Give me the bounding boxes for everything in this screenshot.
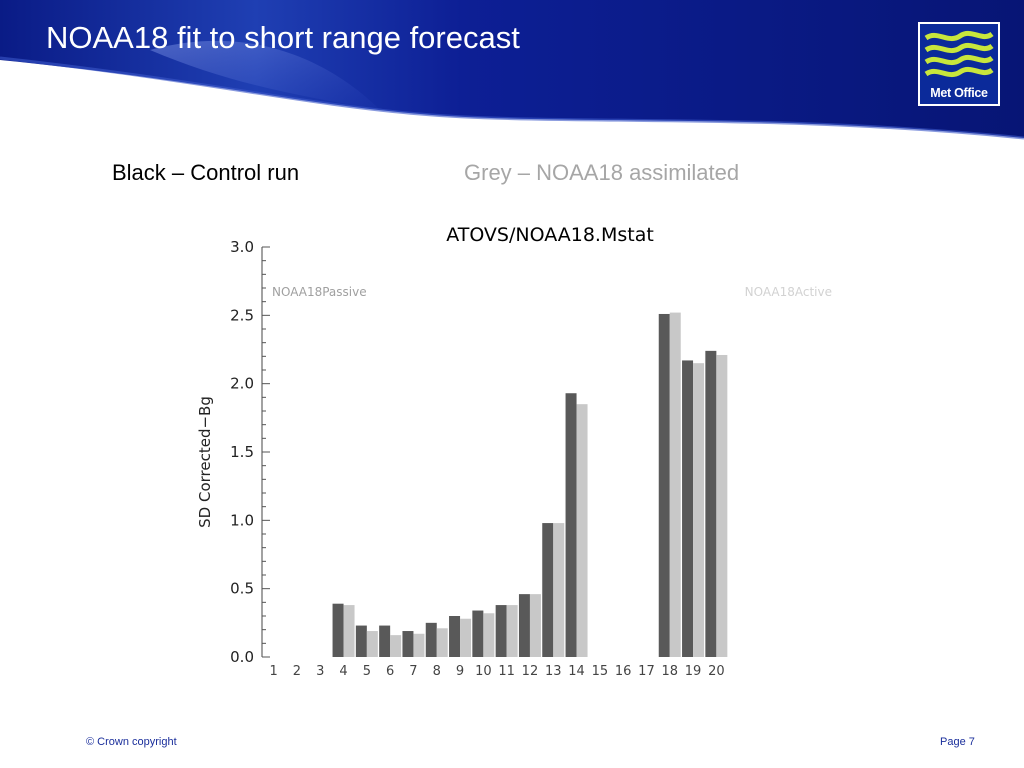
x-tick-label: 10 — [475, 664, 492, 679]
wave-logo-icon — [924, 30, 994, 78]
x-tick-label: 1 — [270, 664, 278, 679]
bar-series2-channel-10 — [483, 613, 495, 657]
x-tick-label: 18 — [661, 664, 678, 679]
chart-title: ATOVS/NOAA18.Mstat — [446, 224, 654, 246]
x-tick-label: 12 — [522, 664, 539, 679]
y-tick-label: 1.5 — [230, 443, 254, 461]
header-wave-background — [0, 0, 1024, 140]
bar-series1-channel-10 — [472, 610, 484, 657]
bar-series2-channel-19 — [693, 363, 705, 657]
bar-series2-channel-13 — [553, 523, 565, 657]
y-tick-label: 2.0 — [230, 375, 254, 393]
bar-series1-channel-9 — [449, 616, 461, 657]
bar-chart: ATOVS/NOAA18.Mstat 0.0 0.5 1.0 1.5 2.0 2.5 3.0 S… — [196, 224, 832, 679]
met-office-logo: Met Office — [918, 22, 1000, 106]
y-axis-label: SD Corrected−Bg — [196, 396, 214, 528]
y-tick-label: 2.5 — [230, 306, 254, 324]
bar-series1-channel-18 — [658, 313, 670, 657]
bar-series1-channel-6 — [379, 625, 391, 657]
x-tick-label: 2 — [293, 664, 301, 679]
bar-series1-channel-20 — [705, 350, 717, 657]
x-tick-label: 19 — [685, 664, 702, 679]
bar-series2-channel-5 — [366, 631, 378, 657]
x-tick-label: 6 — [386, 664, 394, 679]
x-tick-label: 20 — [708, 664, 725, 679]
x-tick-label: 7 — [409, 664, 417, 679]
x-tick-label: 14 — [568, 664, 585, 679]
bar-series2-channel-12 — [529, 594, 541, 657]
bar-series1-channel-4 — [332, 603, 344, 657]
bar-series1-channel-5 — [355, 625, 367, 657]
bar-series1-channel-11 — [495, 605, 507, 657]
footer-page-number: Page 7 — [940, 736, 975, 748]
bar-series1-channel-8 — [425, 622, 437, 657]
x-tick-label: 4 — [339, 664, 347, 679]
x-tick-label: 8 — [433, 664, 441, 679]
logo-text: Met Office — [930, 86, 988, 100]
bar-series1-channel-12 — [518, 594, 530, 657]
x-tick-label: 15 — [592, 664, 609, 679]
x-tick-label: 3 — [316, 664, 324, 679]
annotation-noaa18passive: NOAA18Passive — [272, 285, 367, 299]
bar-series1-channel-7 — [402, 631, 414, 657]
bar-series1-channel-19 — [682, 360, 694, 657]
bar-series2-channel-11 — [506, 605, 518, 657]
y-tick-label: 1.0 — [230, 511, 254, 529]
x-tick-label: 9 — [456, 664, 464, 679]
bar-series2-channel-14 — [576, 404, 588, 657]
bar-series2-channel-8 — [436, 628, 448, 657]
header-banner: NOAA18 fit to short range forecast Met O… — [0, 0, 1024, 140]
slide-title: NOAA18 fit to short range forecast — [46, 20, 520, 55]
x-tick-label: 17 — [638, 664, 655, 679]
bar-series2-channel-20 — [716, 354, 728, 657]
bar-series2-channel-7 — [413, 633, 425, 657]
footer-copyright: © Crown copyright — [86, 736, 177, 748]
x-tick-label: 16 — [615, 664, 632, 679]
bar-series2-channel-6 — [390, 635, 402, 657]
annotation-noaa18active: NOAA18Active — [745, 285, 832, 299]
y-tick-label: 3.0 — [230, 238, 254, 256]
x-tick-label: 13 — [545, 664, 562, 679]
bar-series2-channel-18 — [669, 312, 681, 657]
legend-control-run: Black – Control run — [112, 160, 300, 185]
bar-series2-channel-9 — [460, 618, 472, 657]
bar-series1-channel-13 — [542, 523, 554, 657]
y-tick-label: 0.5 — [230, 580, 254, 598]
y-tick-label: 0.0 — [230, 648, 254, 666]
bar-series2-channel-4 — [343, 605, 355, 657]
legend-noaa18-assimilated: Grey – NOAA18 assimilated — [464, 160, 740, 185]
bar-series1-channel-14 — [565, 393, 577, 657]
x-tick-label: 5 — [363, 664, 371, 679]
x-tick-label: 11 — [498, 664, 515, 679]
